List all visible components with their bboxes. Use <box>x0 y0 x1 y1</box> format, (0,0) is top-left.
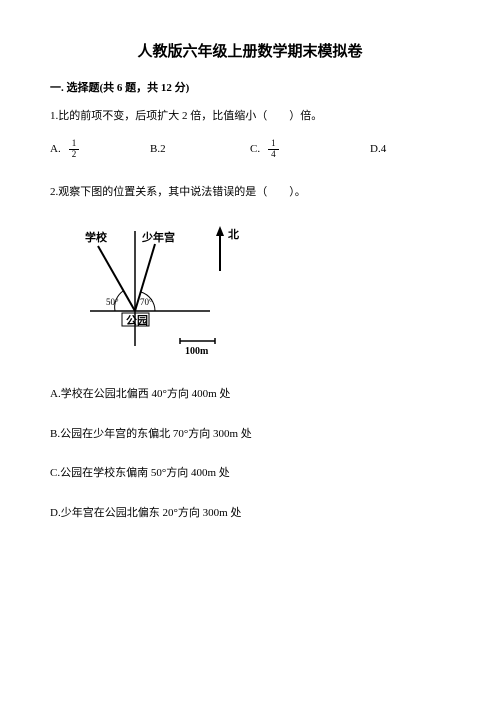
option-d-label: D.4 <box>370 141 386 159</box>
option-b: B.2 <box>150 141 250 159</box>
option-a-label: A. <box>50 141 61 159</box>
label-school: 学校 <box>85 230 108 244</box>
question-1-text: 1.比的前项不变，后项扩大 2 倍，比值缩小（ ）倍。 <box>50 108 450 126</box>
label-angle-50: 50° <box>106 297 119 307</box>
label-angle-70: 70° <box>140 297 153 307</box>
label-north: 北 <box>228 227 239 241</box>
q2-option-b: B.公园在少年宫的东偏北 70°方向 300m 处 <box>50 426 450 444</box>
question-2: 2.观察下图的位置关系，其中说法错误的是（ ）。 学校 少年宫 北 公园 50°… <box>50 184 450 523</box>
option-d: D.4 <box>370 141 430 159</box>
option-b-label: B.2 <box>150 141 166 159</box>
question-1-options: A. 1 2 B.2 C. 1 4 D.4 <box>50 139 450 160</box>
q2-option-d: D.少年宫在公园北偏东 20°方向 300m 处 <box>50 505 450 523</box>
option-c: C. 1 4 <box>250 139 370 160</box>
question-2-text: 2.观察下图的位置关系，其中说法错误的是（ ）。 <box>50 184 450 202</box>
label-distance: 100m <box>185 346 209 356</box>
q2-option-a: A.学校在公园北偏西 40°方向 400m 处 <box>50 386 450 404</box>
fraction-c: 1 4 <box>268 139 279 160</box>
fraction-c-den: 4 <box>268 150 279 160</box>
option-c-label: C. <box>250 141 260 159</box>
north-arrow-head <box>216 226 224 236</box>
page-title: 人教版六年级上册数学期末模拟卷 <box>50 40 450 64</box>
fraction-a: 1 2 <box>69 139 80 160</box>
question-1: 1.比的前项不变，后项扩大 2 倍，比值缩小（ ）倍。 A. 1 2 B.2 C… <box>50 108 450 160</box>
fraction-a-den: 2 <box>69 150 80 160</box>
position-diagram-svg: 学校 少年宫 北 公园 50° 70° 100m <box>80 216 250 356</box>
section-header: 一. 选择题(共 6 题，共 12 分) <box>50 80 450 98</box>
label-palace: 少年宫 <box>141 230 175 244</box>
label-park: 公园 <box>126 314 148 327</box>
option-a: A. 1 2 <box>50 139 150 160</box>
diagram: 学校 少年宫 北 公园 50° 70° 100m <box>80 216 450 363</box>
q2-option-c: C.公园在学校东偏南 50°方向 400m 处 <box>50 465 450 483</box>
